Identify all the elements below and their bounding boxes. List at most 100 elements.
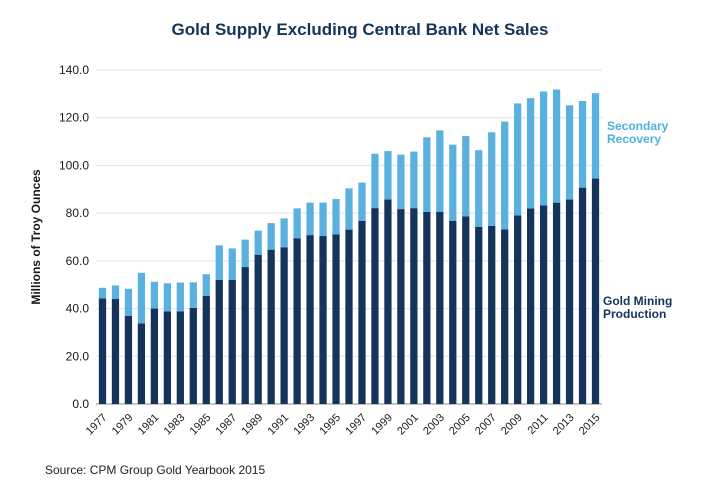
bar-secondary-recovery-1988 [241,239,249,268]
bar-gold-mining-1988 [241,267,249,404]
bar-secondary-recovery-1979 [124,288,133,316]
bar-gold-mining-2002 [423,211,431,404]
y-tick-label: 140.0 [59,63,89,77]
bar-secondary-recovery-2001 [410,151,418,209]
bar-gold-mining-1989 [254,254,262,404]
bar-secondary-recovery-2007 [488,132,496,226]
bar-gold-mining-2003 [436,211,444,404]
bar-gold-mining-2007 [488,225,496,404]
bar-gold-mining-1977 [98,298,107,404]
bar-secondary-recovery-2013 [565,105,574,200]
bar-gold-mining-2000 [397,209,405,404]
x-axis-ticks: 1977 1979 1981 1983 1985 1987 1989 1991 1993 1995… [84,412,603,438]
bar-secondary-recovery-1999 [384,151,392,200]
bar-secondary-recovery-1989 [254,230,262,255]
x-tick-label: 2003 [421,412,447,438]
bar-secondary-recovery-2006 [475,150,483,227]
bar-secondary-recovery-1998 [371,153,379,209]
legend-label-line: Secondary [607,119,669,133]
y-tick-label: 60.0 [66,254,90,268]
x-tick-label: 1991 [265,412,291,438]
x-tick-label: 1999 [369,412,395,438]
x-tick-label: 2013 [551,412,577,438]
bar-secondary-recovery-1977 [98,287,107,299]
bar-gold-mining-1982 [163,311,171,404]
bar-secondary-recovery-1987 [228,248,236,280]
x-tick-label: 2001 [395,412,421,438]
bar-gold-mining-1978 [111,299,120,404]
bar-secondary-recovery-1991 [280,218,288,248]
bar-gold-mining-2004 [449,220,457,404]
bar-gold-mining-2013 [565,199,574,404]
x-tick-label: 2007 [473,412,499,438]
bar-secondary-recovery-2015 [591,93,600,179]
source-note: Source: CPM Group Gold Yearbook 2015 [45,463,266,477]
x-tick-label: 1981 [136,412,162,438]
bar-gold-mining-2014 [578,187,587,404]
bar-gold-mining-1981 [150,308,159,404]
y-tick-label: 0.0 [72,397,89,411]
bar-gold-mining-2008 [501,229,509,404]
bar-gold-mining-2015 [591,178,600,404]
bar-secondary-recovery-2009 [514,103,522,216]
bar-secondary-recovery-2004 [449,144,457,221]
bar-gold-mining-1997 [358,220,366,404]
bar-secondary-recovery-2012 [552,89,561,203]
y-tick-label: 100.0 [59,158,89,172]
bar-secondary-recovery-1984 [189,282,197,308]
bar-secondary-recovery-1990 [267,223,275,250]
bars [98,89,600,404]
bar-secondary-recovery-1994 [319,202,327,237]
bar-secondary-recovery-2011 [539,91,548,206]
legend-gold-mining-production: Gold Mining Production [603,295,672,321]
bar-gold-mining-1987 [228,279,236,404]
bar-gold-mining-1984 [189,307,197,404]
bar-gold-mining-1993 [306,235,314,404]
x-tick-label: 1989 [240,412,266,438]
bar-gold-mining-1998 [371,208,379,404]
bar-secondary-recovery-2010 [527,98,535,209]
y-axis-label: Millions of Troy Ounces [29,169,43,305]
bar-secondary-recovery-1978 [111,285,120,300]
bar-gold-mining-1992 [293,238,301,404]
bar-gold-mining-1983 [176,311,184,404]
chart-title: Gold Supply Excluding Central Bank Net S… [171,20,549,39]
bar-gold-mining-2011 [539,205,548,404]
x-tick-label: 2015 [577,412,603,438]
bar-gold-mining-1980 [137,323,146,404]
bar-gold-mining-2012 [552,202,561,404]
x-tick-label: 1995 [317,412,343,438]
bar-gold-mining-1985 [202,295,210,404]
bar-secondary-recovery-1983 [176,282,184,312]
bar-secondary-recovery-2003 [436,130,444,212]
legend-label-line: Production [603,307,667,321]
bar-secondary-recovery-1996 [345,188,353,230]
x-tick-label: 2009 [499,412,525,438]
bar-secondary-recovery-2000 [397,154,405,210]
x-tick-label: 2005 [447,412,473,438]
x-tick-label: 1997 [343,412,369,438]
legend-label-line: Gold Mining [603,294,673,308]
bar-secondary-recovery-1992 [293,208,301,239]
y-axis-ticks: 0.0 20.0 40.0 60.0 80.0 100.0 120.0 140.0 [59,63,89,411]
bar-secondary-recovery-2002 [423,137,431,212]
bar-gold-mining-1996 [345,229,353,404]
x-tick-label: 1985 [188,412,214,438]
x-tick-label: 1977 [84,412,110,438]
bar-gold-mining-1994 [319,236,327,404]
bar-secondary-recovery-1997 [358,182,366,221]
x-tick-label: 1983 [162,412,188,438]
y-tick-label: 40.0 [66,302,90,316]
bar-secondary-recovery-1986 [215,245,223,280]
bar-secondary-recovery-1995 [332,199,340,235]
bar-gold-mining-1995 [332,234,340,404]
bar-gold-mining-1990 [267,249,275,404]
x-tick-label: 2011 [526,412,551,437]
legend-label-line: Recovery [607,132,662,146]
bar-secondary-recovery-2005 [462,136,470,217]
x-tick-label: 1993 [291,412,317,438]
y-tick-label: 20.0 [66,349,90,363]
bar-gold-mining-2005 [462,216,470,404]
bar-gold-mining-1986 [215,279,223,404]
